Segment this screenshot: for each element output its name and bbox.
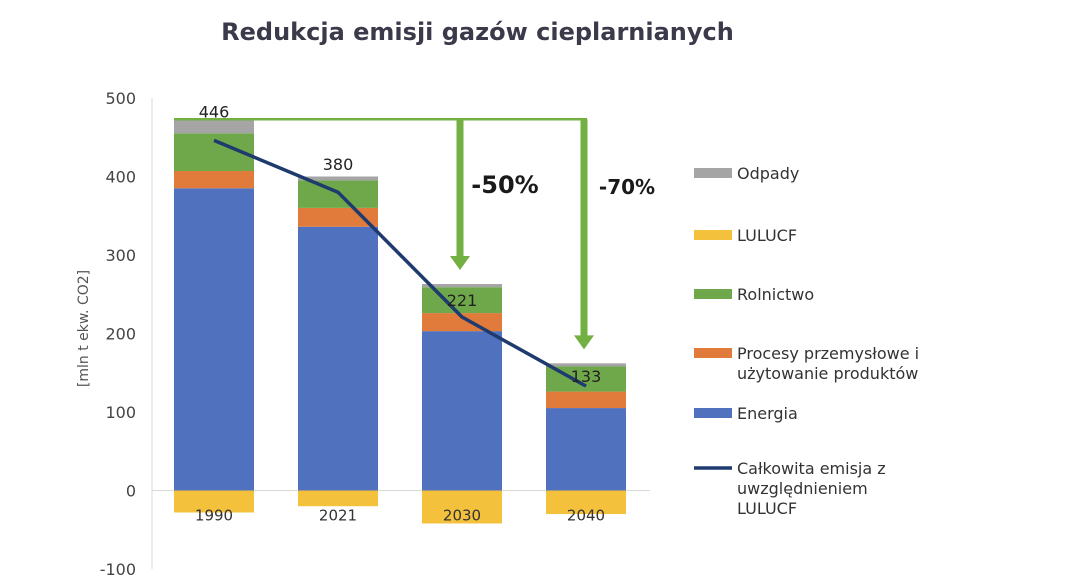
bars-layer <box>174 118 626 524</box>
axis-layer: -100 0 100 200 300 400 500 [mln t ekw. CO2] <box>76 89 650 579</box>
y-tick-label: -100 <box>100 560 136 579</box>
total-value-label: 221 <box>447 291 478 310</box>
x-category-label: 2021 <box>319 507 357 525</box>
y-tick-label: 400 <box>105 168 136 187</box>
bar-energia-1990 <box>174 188 254 491</box>
bar-procesy-przemyslowe-i-uzytowanie-produktow-2040 <box>546 391 626 409</box>
line-layer <box>213 138 587 388</box>
annotation-layer: -50% -70% <box>174 117 655 350</box>
total-value-label: 380 <box>323 155 354 174</box>
bar-lulucf-2030 <box>422 490 502 524</box>
legend-label-calkowita-emisja-z-uwzglednieniem-lulucf: Całkowita emisja z uwzględnieniem LULUCF <box>737 459 886 518</box>
y-tick-label: 200 <box>105 325 136 344</box>
bar-lulucf-2040 <box>546 490 626 515</box>
legend-label-odpady: Odpady <box>737 164 799 183</box>
y-tick-label: 300 <box>105 246 136 265</box>
labels-layer: 1990 2021 2030 2040 446 380 221 133 <box>195 102 605 524</box>
y-tick-label: 500 <box>105 89 136 108</box>
x-category-label: 1990 <box>195 507 233 525</box>
bar-energia-2021 <box>298 226 378 491</box>
bar-procesy-przemyslowe-i-uzytowanie-produktow-2021 <box>298 207 378 227</box>
total-value-label: 446 <box>199 102 230 121</box>
legend-swatch-energia <box>694 408 732 418</box>
y-tick-label: 0 <box>126 482 136 501</box>
bar-energia-2040 <box>546 408 626 491</box>
legend-label-energia: Energia <box>737 404 798 423</box>
legend-label-procesy-przemyslowe-i-uzytowanie-produktow: Procesy przemysłowe i użytowanie produktó… <box>737 344 919 383</box>
total-value-label: 133 <box>571 367 602 386</box>
legend-swatch-odpady <box>694 168 732 178</box>
bar-lulucf-2021 <box>298 490 378 507</box>
reduction-arrow-head <box>450 256 470 271</box>
total-emission-line <box>213 138 587 388</box>
bar-odpady-2030 <box>422 284 502 288</box>
reduction-label: -50% <box>471 171 538 199</box>
bar-lulucf-1990 <box>174 490 254 513</box>
x-category-label: 2030 <box>443 507 481 525</box>
bar-energia-2030 <box>422 331 502 491</box>
legend-swatch-rolnictwo <box>694 289 732 299</box>
legend-swatch-procesy-przemyslowe-i-uzytowanie-produktow <box>694 348 732 358</box>
chart-title: Redukcja emisji gazów cieplarnianych <box>221 18 734 46</box>
bar-procesy-przemyslowe-i-uzytowanie-produktow-1990 <box>174 171 254 189</box>
bar-odpady-1990 <box>174 118 254 134</box>
y-axis-title: [mln t ekw. CO2] <box>76 270 92 387</box>
reduction-label: -70% <box>599 175 655 199</box>
legend-layer: Odpady LULUCF Rolnictwo Procesy przemysłowe… <box>694 164 919 518</box>
x-category-label: 2040 <box>567 507 605 525</box>
legend-label-lulucf: LULUCF <box>737 226 797 245</box>
reduction-arrow-head <box>574 335 594 350</box>
legend-swatch-lulucf <box>694 230 732 240</box>
y-tick-label: 100 <box>105 403 136 422</box>
bar-odpady-2021 <box>298 176 378 181</box>
legend-label-rolnictwo: Rolnictwo <box>737 285 814 304</box>
bar-odpady-2040 <box>546 363 626 367</box>
